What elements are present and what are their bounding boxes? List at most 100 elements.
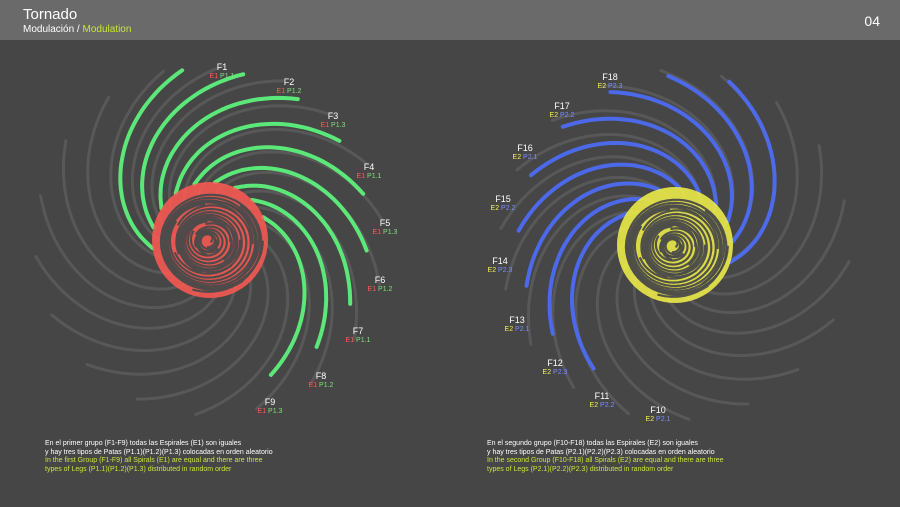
subtitle-es: Modulación	[23, 24, 75, 35]
label-name: F6	[374, 275, 386, 285]
label-name: F5	[379, 218, 391, 228]
label-leg: P1.3	[331, 122, 346, 129]
spiral-leg-2	[666, 74, 754, 244]
label-spiral: E1	[372, 229, 382, 236]
label-spiral: E2	[504, 326, 514, 333]
caption-en-line2: types of Legs (P2.1)(P2.2)(P2.3) distrib…	[487, 465, 674, 473]
label-f2: F2 E1 P1.2	[269, 77, 309, 97]
page-number: 04	[864, 13, 880, 29]
label-leg: P1.1	[356, 337, 371, 344]
label-leg: P2.3	[608, 83, 623, 90]
label-name: F17	[554, 101, 570, 111]
subtitle-en: Modulation	[82, 24, 132, 35]
spiral-core-ring	[178, 213, 239, 273]
label-spiral: E2	[512, 154, 522, 161]
spiral-core-ring	[628, 204, 726, 293]
spiral-leg-6	[516, 162, 682, 233]
spiral-leg-3	[158, 95, 300, 211]
caption-es-line2: y hay tres tipos de Patas (P1.1)(P1.2)(P…	[45, 448, 273, 456]
spiral-leg-6	[213, 165, 369, 253]
group2-caption: En el segundo grupo (F10-F18) todas las …	[487, 440, 724, 474]
spiral-leg-8	[249, 197, 329, 349]
label-f4: F4 E1 P1.1	[349, 162, 389, 182]
spiral-core-ring	[163, 199, 261, 288]
subtitle-separator: /	[74, 24, 83, 35]
spiral-core-ring	[195, 230, 220, 256]
label-spiral: E1	[308, 382, 318, 389]
spiral-core-ring	[626, 201, 729, 295]
diagram-canvas	[34, 64, 851, 421]
label-name: F8	[315, 371, 327, 381]
caption-en-line1: In the first Group (F1-F9) all Spirals (…	[45, 457, 263, 465]
spiral-core-ring	[161, 196, 264, 290]
label-name: F16	[517, 143, 533, 153]
caption-en-line2: types of Legs (P1.1)(P1.2)(P1.3) distrib…	[45, 465, 232, 473]
label-leg: P2.2	[501, 205, 516, 212]
label-name: F1	[216, 62, 228, 72]
spiral-core-ring	[174, 211, 243, 275]
label-f3: F3 E1 P1.3	[313, 111, 353, 131]
label-leg: P2.2	[600, 402, 615, 409]
label-name: F9	[264, 397, 276, 407]
label-leg: P2.1	[656, 416, 671, 423]
label-name: F15	[495, 194, 511, 204]
label-leg: P2.3	[498, 267, 513, 274]
group1-legs	[118, 68, 369, 377]
spiral-core-ring	[651, 225, 693, 266]
spiral-leg-5	[529, 141, 702, 195]
spiral-core-ring	[633, 212, 713, 284]
spiral-leg-4	[560, 116, 719, 207]
spiral-core-ring	[624, 198, 728, 298]
spiral-core-ring	[164, 200, 257, 285]
label-name: F3	[327, 111, 339, 121]
label-spiral: E1	[257, 408, 267, 415]
spiral-core-ring	[629, 205, 722, 290]
group2-spiral-core	[617, 187, 733, 303]
caption-es-line1: En el primer grupo (F1-F9) todas las Esp…	[45, 440, 242, 447]
spiral-core-ring	[199, 233, 218, 251]
label-f16: F16 E2 P2.1	[505, 143, 545, 163]
spiral-leg-8	[547, 196, 642, 336]
spiral-core-ring	[168, 207, 248, 279]
label-spiral: E1	[356, 173, 366, 180]
label-f14: F14 E2 P2.3	[480, 256, 520, 276]
spiral-leg-4	[173, 121, 342, 196]
label-leg: P2.3	[553, 369, 568, 376]
spiral-core-ring	[166, 203, 252, 283]
label-f13: F13 E2 P2.1	[497, 315, 537, 335]
spiral-leg-1	[727, 79, 777, 265]
spiral-core-ring	[189, 228, 224, 257]
label-spiral: E2	[490, 205, 500, 212]
label-leg: P2.2	[560, 112, 575, 119]
label-spiral: E2	[645, 416, 655, 423]
label-leg: P1.3	[383, 229, 398, 236]
label-spiral: E2	[589, 402, 599, 409]
label-f18: F18 E2 P2.3	[590, 72, 630, 92]
group2-legs	[516, 74, 777, 371]
label-spiral: E1	[367, 286, 377, 293]
label-name: F18	[602, 72, 618, 82]
spiral-leg-2	[140, 72, 246, 230]
label-leg: P1.3	[268, 408, 283, 415]
label-spiral: E2	[549, 112, 559, 119]
label-f9: F9 E1 P1.3	[250, 397, 290, 417]
group1-caption: En el primer grupo (F1-F9) todas las Esp…	[45, 440, 273, 474]
label-f6: F6 E1 P1.2	[360, 275, 400, 295]
header-bar: Tornado Modulación / Modulation 04	[0, 0, 900, 40]
label-f7: F7 E1 P1.1	[338, 326, 378, 346]
label-leg: P1.2	[319, 382, 334, 389]
label-spiral: E1	[345, 337, 355, 344]
spiral-leg-9	[569, 212, 628, 371]
label-spiral: E2	[542, 369, 552, 376]
spiral-core-ring	[639, 216, 708, 280]
label-leg: P1.1	[220, 73, 235, 80]
spiral-leg-7	[524, 181, 661, 288]
page-title: Tornado	[23, 6, 78, 23]
group1-spiral-core	[152, 182, 268, 298]
spiral-leg-5	[192, 145, 366, 196]
label-f1: F1 E1 P1.1	[202, 62, 242, 82]
caption-es-line1: En el segundo grupo (F10-F18) todas las …	[487, 440, 698, 447]
label-leg: P1.1	[367, 173, 382, 180]
spiral-core-ring	[643, 218, 704, 278]
label-name: F7	[352, 326, 364, 336]
